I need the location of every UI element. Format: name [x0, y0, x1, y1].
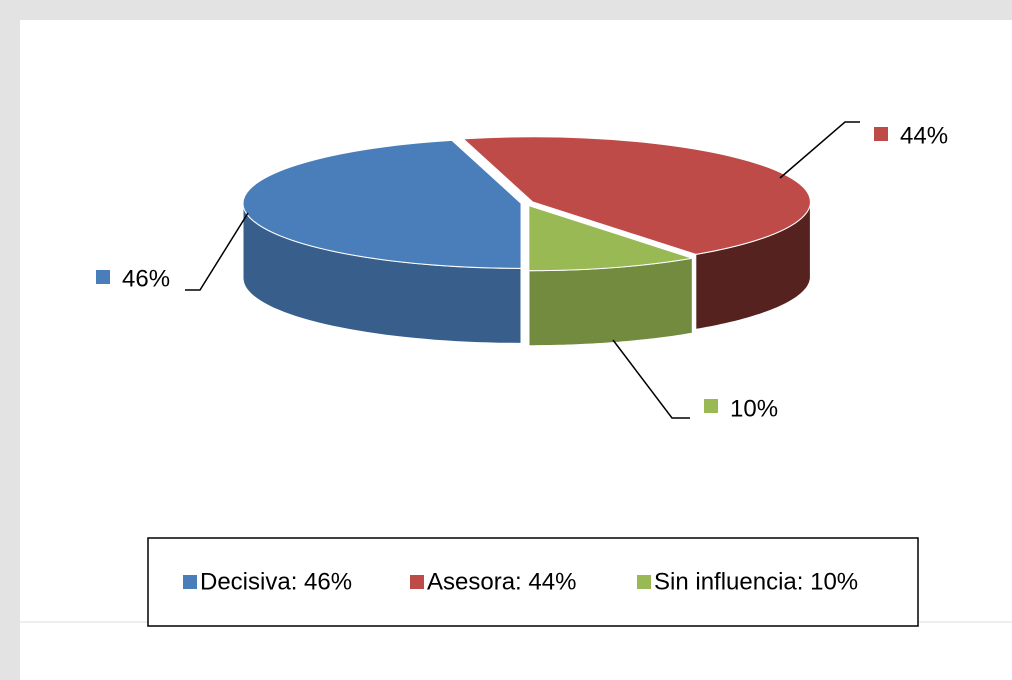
- slice: [528, 204, 693, 272]
- data-label: 10%: [730, 395, 778, 422]
- label-swatch: [96, 270, 110, 284]
- data-label: 46%: [122, 265, 170, 292]
- legend-swatch: [183, 575, 197, 589]
- legend-swatch: [410, 575, 424, 589]
- slice: [242, 139, 522, 269]
- data-label: 44%: [900, 122, 948, 149]
- label-swatch: [704, 399, 718, 413]
- legend-swatch: [637, 575, 651, 589]
- slice-side: [528, 257, 693, 347]
- legend-box: [147, 537, 919, 627]
- label-swatch: [874, 127, 888, 141]
- leader-line: [779, 121, 860, 179]
- legend-label: Decisiva: 46%: [200, 568, 352, 595]
- legend-label: Asesora: 44%: [427, 568, 576, 595]
- legend-label: Sin influencia: 10%: [654, 568, 858, 595]
- leader-line: [185, 212, 249, 291]
- leader-line: [612, 339, 690, 419]
